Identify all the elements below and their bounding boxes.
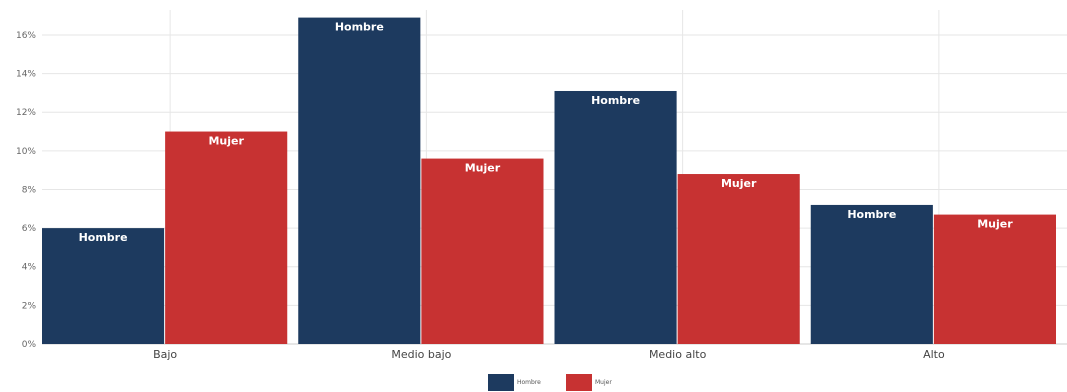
bars xyxy=(42,17,1056,345)
y-tick-label: 16% xyxy=(16,31,36,41)
x-axis-category-labels: Bajo Medio bajo Medio alto Alto xyxy=(153,348,945,361)
bar-hombre-2 xyxy=(298,17,421,345)
bar-data-label: Mujer xyxy=(208,135,244,148)
bar-data-label: Mujer xyxy=(721,177,757,190)
bar-mujer-3 xyxy=(677,174,800,344)
y-tick-label: 14% xyxy=(16,70,36,80)
bar-hombre-3 xyxy=(554,90,677,345)
bar-mujer-2 xyxy=(421,158,544,344)
bar-mujer-4 xyxy=(933,214,1056,344)
y-tick-label: 2% xyxy=(22,301,37,311)
x-category-label: Medio alto xyxy=(649,348,707,361)
legend-label[interactable]: Mujer xyxy=(595,379,612,386)
legend: Hombre Mujer xyxy=(488,374,612,391)
bar-data-label: Hombre xyxy=(847,208,896,221)
bar-hombre-1 xyxy=(42,228,165,344)
y-tick-label: 0% xyxy=(22,340,37,350)
bar-labels: Hombre Mujer Hombre Mujer Hombre Mujer Hombre M… xyxy=(79,21,1014,245)
legend-swatch-mujer[interactable] xyxy=(566,374,592,391)
x-category-label: Medio bajo xyxy=(391,348,451,361)
y-tick-label: 10% xyxy=(16,147,36,157)
legend-label[interactable]: Hombre xyxy=(517,379,541,386)
bar-mujer-1 xyxy=(165,131,288,344)
bar-data-label: Mujer xyxy=(977,218,1013,231)
y-tick-label: 4% xyxy=(22,263,37,273)
bar-data-label: Hombre xyxy=(79,231,128,244)
bar-data-label: Mujer xyxy=(465,162,501,175)
y-tick-label: 12% xyxy=(16,108,36,118)
y-axis-tick-labels: 0% 2% 4% 6% 8% 10% 12% 14% 16% xyxy=(16,31,36,350)
y-tick-label: 8% xyxy=(22,185,37,195)
bar-data-label: Hombre xyxy=(591,94,640,107)
y-tick-label: 6% xyxy=(22,224,37,234)
x-category-label: Alto xyxy=(923,348,945,361)
legend-swatch-hombre[interactable] xyxy=(488,374,514,391)
bar-data-label: Hombre xyxy=(335,21,384,34)
bar-hombre-4 xyxy=(810,204,933,344)
x-category-label: Bajo xyxy=(153,348,177,361)
